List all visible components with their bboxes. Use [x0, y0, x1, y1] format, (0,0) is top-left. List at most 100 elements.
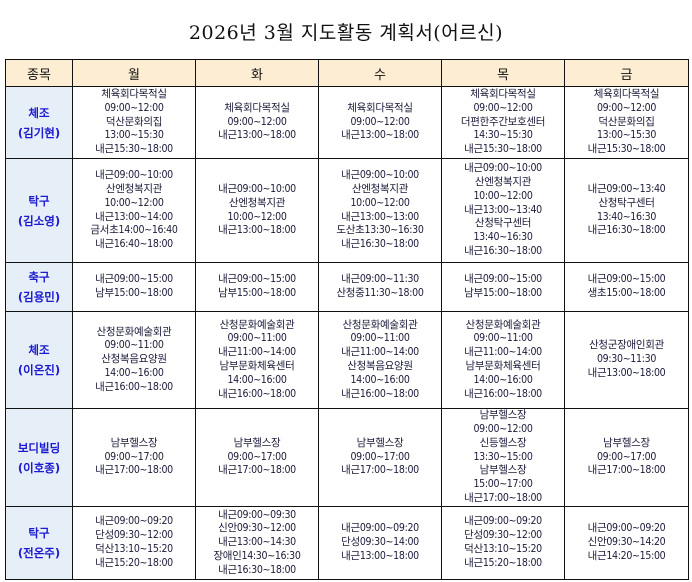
schedule-line: 단성09:30~14:00 — [341, 536, 419, 549]
schedule-cell[interactable]: 남부헬스장 09:00~12:00 신등헬스장 13:30~15:00 남부헬스장 15:… — [441, 408, 565, 507]
schedule-cell[interactable]: 남부헬스장 09:00~17:00 내근17:00~18:00 — [72, 408, 196, 507]
schedule-line: 13:30~15:00 — [473, 450, 533, 463]
schedule-cell[interactable]: 내근09:00~10:00 산엔청복지관 10:00~12:00 내근13:00~14… — [72, 158, 196, 263]
schedule-line: 내근16:40~18:00 — [95, 238, 173, 251]
schedule-cell[interactable]: 내근09:00~10:00 산엔청복지관 10:00~12:00 내근13:00~13… — [441, 158, 565, 263]
schedule-line: 내근09:00~10:00 — [341, 169, 419, 182]
schedule-line: 내근13:00~18:00 — [218, 129, 296, 142]
schedule-line: 산청문화예술회관 — [342, 318, 418, 331]
schedule-line: 내근13:00~14:30 — [218, 536, 296, 549]
table-row: 보디빌딩 (이호종) 남부헬스장 09:00~17:00 내근17:00~18:00 남부… — [5, 408, 689, 507]
schedule-line: 내근16:00~18:00 — [341, 387, 419, 400]
schedule-line: 09:00~12:00 — [473, 101, 533, 114]
schedule-cell[interactable]: 내근09:00~11:30 산청중11:30~18:00 — [318, 262, 442, 312]
schedule-cell[interactable]: 체육회다목적실 09:00~12:00 내근13:00~18:00 — [195, 86, 319, 159]
schedule-cell[interactable]: 내근09:00~09:20 단성09:30~12:00 덕산13:10~15:20 내… — [72, 506, 196, 580]
schedule-line: 내근11:00~14:00 — [218, 346, 296, 359]
schedule-cell[interactable]: 내근09:00~09:20 신안09:30~14:20 내근14:20~15:00 — [564, 506, 689, 580]
schedule-line: 09:00~12:00 — [350, 115, 410, 128]
schedule-line: 도산초13:30~16:30 — [336, 224, 424, 237]
schedule-line: 내근09:00~15:00 — [218, 273, 296, 286]
instructor-name: (김용민) — [17, 290, 61, 304]
schedule-line: 09:00~11:00 — [104, 339, 164, 352]
schedule-line: 10:00~12:00 — [104, 196, 164, 209]
schedule-cell[interactable]: 체육회다목적실 09:00~12:00 덕산문화의집 13:00~15:30 내근15:… — [72, 86, 196, 159]
schedule-line: 내근09:00~10:00 — [464, 162, 542, 175]
schedule-line: 산청문화예술회관 — [96, 325, 172, 338]
schedule-line: 내근09:00~09:20 — [341, 522, 419, 535]
sport-name: 체조 — [28, 105, 50, 120]
schedule-cell[interactable]: 체육회다목적실 09:00~12:00 내근13:00~18:00 — [318, 86, 442, 159]
schedule-cell[interactable]: 내근09:00~09:20 단성09:30~12:00 덕산13:10~15:20 내… — [441, 506, 565, 580]
schedule-line: 덕산13:10~15:20 — [95, 543, 173, 555]
schedule-line: 09:00~12:00 — [227, 115, 287, 128]
schedule-cell[interactable]: 내근09:00~09:20 단성09:30~14:00 내근13:00~18:00 — [318, 506, 442, 580]
schedule-line: 산엔청복지관 — [351, 182, 409, 195]
column-header: 금 — [564, 59, 689, 87]
schedule-cell[interactable]: 내근09:00~15:00 남부15:00~18:00 — [72, 262, 196, 312]
schedule-cell[interactable]: 산청문화예술회관 09:00~11:00 내근11:00~14:00 남부문화체육센터… — [441, 311, 565, 409]
schedule-line: 내근17:00~18:00 — [341, 464, 419, 477]
schedule-line: 내근16:00~18:00 — [464, 387, 542, 400]
schedule-line: 남부헬스장 — [233, 436, 281, 449]
schedule-line: 남부헬스장 — [479, 409, 527, 422]
instructor-name: (전온주) — [17, 546, 61, 560]
table-row: 체조 (김기현) 체육회다목적실 09:00~12:00 덕산문화의집 13:00~15:… — [5, 86, 689, 159]
schedule-line: 내근16:30~18:00 — [587, 224, 666, 237]
schedule-line: 덕산문화의집 — [105, 115, 163, 128]
sport-cell: 체조 (이온진) — [5, 311, 73, 409]
schedule-line: 내근09:00~09:20 — [587, 522, 666, 535]
schedule-line: 내근09:00~15:00 — [587, 273, 666, 286]
schedule-cell[interactable]: 내근09:00~15:00 남부15:00~18:00 — [441, 262, 565, 312]
schedule-line: 09:00~12:00 — [473, 423, 533, 435]
schedule-line: 13:00~15:30 — [596, 129, 657, 142]
schedule-line: 산청군장애인회관 — [589, 339, 664, 352]
schedule-cell[interactable]: 내근09:00~10:00 산엔청복지관 10:00~12:00 내근13:00~18… — [195, 158, 319, 263]
schedule-line: 09:30~11:30 — [596, 353, 657, 366]
schedule-line: 내근17:00~18:00 — [95, 464, 173, 477]
schedule-line: 남부15:00~18:00 — [95, 287, 173, 299]
header-row: 종목 월 화 수 목 금 — [5, 59, 689, 87]
schedule-line: 체육회다목적실 — [470, 88, 536, 100]
schedule-line: 내근13:00~18:00 — [341, 549, 419, 562]
schedule-line: 산청복음요양원 — [101, 353, 167, 366]
sport-name: 탁구 — [28, 193, 50, 208]
schedule-line: 장애인14:30~16:30 — [213, 549, 301, 562]
schedule-cell[interactable]: 산청문화예술회관 09:00~11:00 내근11:00~14:00 산청복음요양원 1… — [318, 311, 442, 409]
schedule-line: 13:40~16:30 — [596, 210, 657, 223]
sport-cell: 탁구 (전온주) — [5, 506, 73, 580]
schedule-cell[interactable]: 체육회다목적실 09:00~12:00 덕산문화의집 13:00~15:30 내근15:… — [564, 86, 689, 159]
schedule-cell[interactable]: 산청문화예술회관 09:00~11:00 산청복음요양원 14:00~16:00 내근1… — [72, 311, 196, 409]
schedule-cell[interactable]: 산청문화예술회관 09:00~11:00 내근11:00~14:00 남부문화체육센터… — [195, 311, 319, 409]
schedule-line: 14:00~16:00 — [104, 366, 164, 379]
schedule-line: 내근13:00~14:00 — [95, 210, 173, 223]
sport-cell: 보디빌딩 (이호종) — [5, 408, 73, 507]
schedule-cell[interactable]: 내근09:00~15:00 생초15:00~18:00 — [564, 262, 689, 312]
schedule-cell[interactable]: 내근09:00~09:30 신안09:30~12:00 내근13:00~14:30 장… — [195, 506, 319, 580]
schedule-line: 남부헬스장 — [110, 436, 158, 449]
schedule-line: 산청중11:30~18:00 — [336, 287, 424, 299]
schedule-line: 내근15:20~18:00 — [95, 556, 173, 569]
schedule-cell[interactable]: 남부헬스장 09:00~17:00 내근17:00~18:00 — [564, 408, 689, 507]
schedule-line: 내근09:00~11:30 — [341, 273, 419, 286]
schedule-line: 내근13:00~18:00 — [218, 224, 296, 237]
schedule-line: 내근11:00~14:00 — [464, 346, 542, 359]
sport-name: 축구 — [28, 270, 50, 284]
schedule-line: 산엔청복지관 — [105, 182, 163, 195]
schedule-line: 산청문화예술회관 — [219, 318, 295, 331]
schedule-line: 내근09:00~15:00 — [95, 273, 173, 286]
schedule-cell[interactable]: 남부헬스장 09:00~17:00 내근17:00~18:00 — [318, 408, 442, 507]
schedule-cell[interactable]: 체육회다목적실 09:00~12:00 더편한주간보호센터 14:30~15:30 내근… — [441, 86, 565, 159]
column-header: 월 — [72, 59, 196, 87]
instructor-name: (이호종) — [17, 460, 61, 475]
schedule-cell[interactable]: 내근09:00~10:00 산엔청복지관 10:00~12:00 내근13:00~13… — [318, 158, 442, 263]
instructor-name: (김기현) — [17, 125, 61, 140]
schedule-cell[interactable]: 내근09:00~15:00 남부15:00~18:00 — [195, 262, 319, 312]
schedule-line: 단성09:30~12:00 — [95, 529, 173, 542]
sport-name: 보디빌딩 — [17, 440, 61, 455]
schedule-cell[interactable]: 산청군장애인회관 09:30~11:30 내근13:00~18:00 — [564, 311, 689, 409]
schedule-line: 내근15:30~18:00 — [95, 143, 173, 156]
schedule-cell[interactable]: 남부헬스장 09:00~17:00 내근17:00~18:00 — [195, 408, 319, 507]
schedule-cell[interactable]: 내근09:00~13:40 산청탁구센터 13:40~16:30 내근16:30~18… — [564, 158, 689, 263]
schedule-line: 내근13:00~18:00 — [341, 129, 419, 142]
